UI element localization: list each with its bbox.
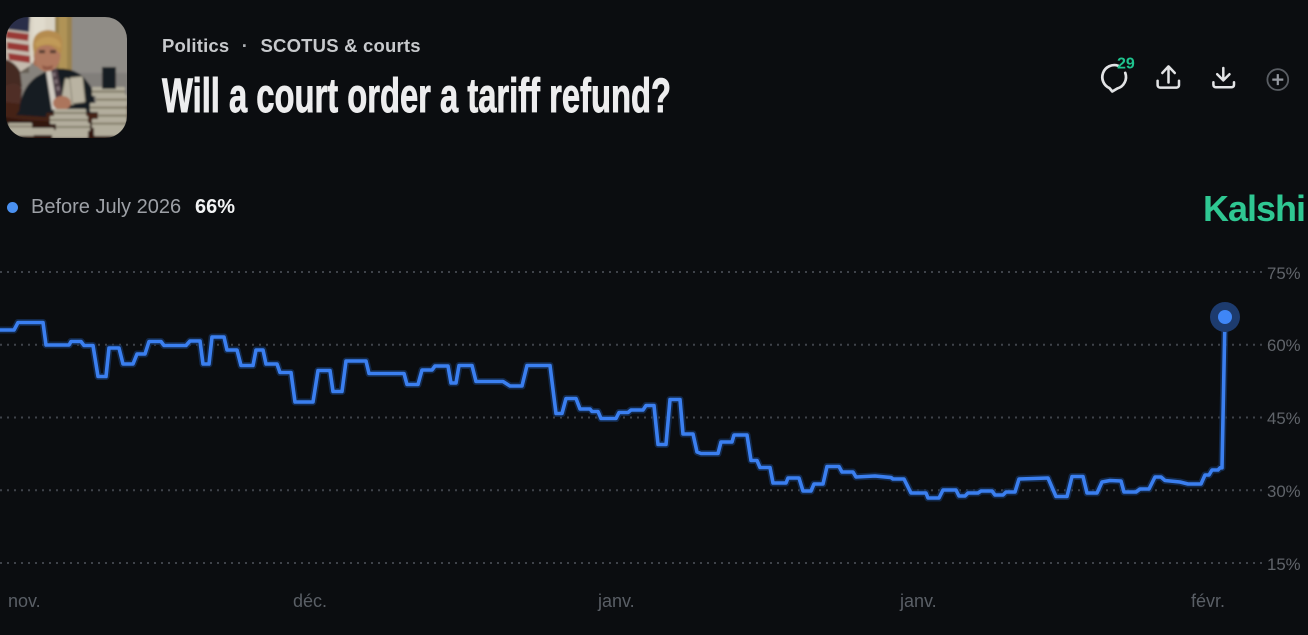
svg-text:29: 29 <box>1117 55 1135 72</box>
